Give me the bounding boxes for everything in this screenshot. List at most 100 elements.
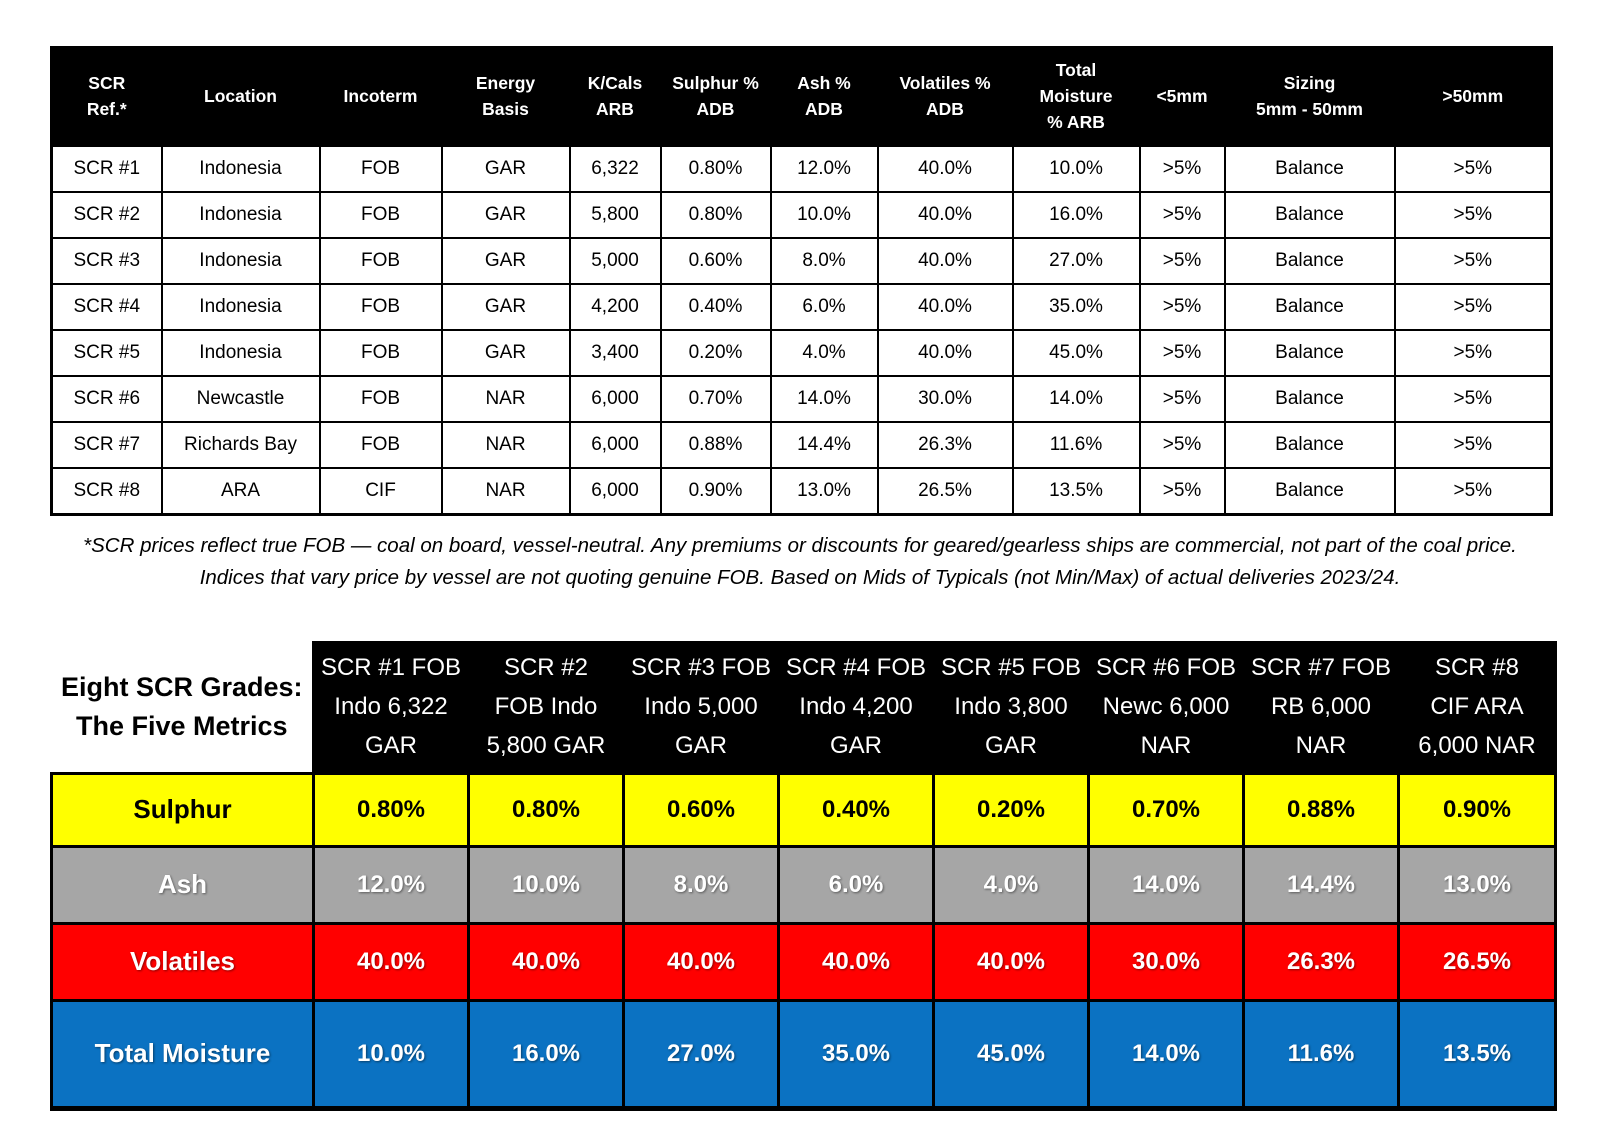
metrics-table: Eight SCR Grades: The Five Metrics SCR #… bbox=[50, 640, 1557, 1111]
spec-table-cell: 0.80% bbox=[659, 145, 772, 193]
metric-value-cell: 14.4% bbox=[1242, 844, 1400, 925]
spec-table-cell: 6,000 bbox=[568, 467, 662, 516]
metrics-grade-header-cell: SCR #5 FOB Indo 3,800 GAR bbox=[932, 640, 1090, 775]
metrics-grade-header-cell: SCR #4 FOB Indo 4,200 GAR bbox=[777, 640, 935, 775]
spec-table-header-cell: Incoterm bbox=[318, 46, 443, 147]
metric-value-cell: 0.80% bbox=[467, 771, 625, 848]
spec-table-cell: Indonesia bbox=[160, 191, 321, 239]
spec-table-cell: 26.5% bbox=[876, 467, 1014, 516]
spec-table-cell: 0.90% bbox=[659, 467, 772, 516]
spec-table-row: SCR #1 Indonesia FOB GAR 6,322 0.80% 12.0% 40.0… bbox=[50, 145, 1553, 193]
metric-value-cell: 40.0% bbox=[312, 921, 470, 1002]
metric-value-cell: 35.0% bbox=[777, 998, 935, 1111]
spec-table-header-cell: Energy Basis bbox=[440, 46, 571, 147]
spec-table-cell: 13.5% bbox=[1011, 467, 1141, 516]
metric-value-cell: 13.0% bbox=[1397, 844, 1557, 925]
metric-label: Volatiles bbox=[50, 921, 315, 1002]
spec-table-header-cell: Volatiles % ADB bbox=[876, 46, 1014, 147]
spec-table-cell: 4.0% bbox=[769, 329, 879, 377]
spec-table-cell: NAR bbox=[440, 421, 571, 469]
metrics-row: Total Moisture 10.0% 16.0% 27.0% 35.0% 45.0% 1… bbox=[50, 998, 1557, 1111]
spec-table-cell: >5% bbox=[1393, 283, 1553, 331]
spec-table-cell: 0.20% bbox=[659, 329, 772, 377]
metrics-grade-header-cell: SCR #1 FOB Indo 6,322 GAR bbox=[312, 640, 470, 775]
spec-table-cell: SCR #4 bbox=[50, 283, 163, 331]
spec-table-cell: Balance bbox=[1223, 421, 1396, 469]
spec-table-header-cell: SCR Ref.* bbox=[50, 46, 163, 147]
metric-value-cell: 40.0% bbox=[932, 921, 1090, 1002]
spec-table-cell: >5% bbox=[1393, 191, 1553, 239]
spec-table-cell: 0.40% bbox=[659, 283, 772, 331]
metrics-table-header-row: Eight SCR Grades: The Five Metrics SCR #… bbox=[51, 640, 1557, 775]
metric-value-cell: 13.5% bbox=[1397, 998, 1557, 1111]
spec-table-cell: GAR bbox=[440, 145, 571, 193]
metric-value-cell: 27.0% bbox=[622, 998, 780, 1111]
spec-table-cell: GAR bbox=[440, 329, 571, 377]
spec-table-row: SCR #7 Richards Bay FOB NAR 6,000 0.88% 14.4% 2… bbox=[50, 421, 1553, 469]
spec-table-cell: Balance bbox=[1223, 329, 1396, 377]
spec-table-cell: 30.0% bbox=[876, 375, 1014, 423]
spec-table-cell: >5% bbox=[1393, 237, 1553, 285]
footnote: *SCR prices reflect true FOB — coal on b… bbox=[50, 530, 1550, 595]
spec-table-cell: 26.3% bbox=[876, 421, 1014, 469]
spec-table-cell: Indonesia bbox=[160, 283, 321, 331]
spec-table-header-cell: Ash % ADB bbox=[769, 46, 879, 147]
spec-table-cell: 5,000 bbox=[568, 237, 662, 285]
spec-table-row: SCR #5 Indonesia FOB GAR 3,400 0.20% 4.0% 40.0%… bbox=[50, 329, 1553, 377]
metric-value-cell: 8.0% bbox=[622, 844, 780, 925]
metric-value-cell: 10.0% bbox=[312, 998, 470, 1111]
spec-table-cell: >5% bbox=[1138, 375, 1226, 423]
spec-table-cell: 14.0% bbox=[1011, 375, 1141, 423]
spec-table-cell: FOB bbox=[318, 145, 443, 193]
spec-table-header-cell: >50mm bbox=[1393, 46, 1553, 147]
spec-table-cell: 8.0% bbox=[769, 237, 879, 285]
footnote-line-2: Indices that vary price by vessel are no… bbox=[199, 566, 1401, 590]
spec-table-cell: 10.0% bbox=[1011, 145, 1141, 193]
spec-table-cell: SCR #8 bbox=[50, 467, 163, 516]
spec-table-header-row: SCR Ref.* Location Incoterm Energy Basis K/C… bbox=[50, 46, 1553, 147]
spec-table-row: SCR #4 Indonesia FOB GAR 4,200 0.40% 6.0% 40.0%… bbox=[50, 283, 1553, 331]
spec-table-cell: >5% bbox=[1393, 375, 1553, 423]
scr-spec-table: SCR Ref.* Location Incoterm Energy Basis K/C… bbox=[50, 46, 1553, 516]
spec-table-cell: 45.0% bbox=[1011, 329, 1141, 377]
metric-value-cell: 16.0% bbox=[467, 998, 625, 1111]
spec-table-cell: FOB bbox=[318, 191, 443, 239]
spec-table-cell: 5,800 bbox=[568, 191, 662, 239]
spec-table-cell: FOB bbox=[318, 283, 443, 331]
spec-table-cell: >5% bbox=[1393, 329, 1553, 377]
spec-table-header-cell: K/Cals ARB bbox=[568, 46, 662, 147]
spec-table-header-cell: Sulphur % ADB bbox=[659, 46, 772, 147]
metric-value-cell: 6.0% bbox=[777, 844, 935, 925]
spec-table-cell: 11.6% bbox=[1011, 421, 1141, 469]
metric-value-cell: 45.0% bbox=[932, 998, 1090, 1111]
spec-table-cell: Indonesia bbox=[160, 329, 321, 377]
spec-table-cell: CIF bbox=[318, 467, 443, 516]
spec-table-cell: SCR #3 bbox=[50, 237, 163, 285]
spec-table-cell: GAR bbox=[440, 283, 571, 331]
spec-table-row: SCR #6 Newcastle FOB NAR 6,000 0.70% 14.0% 30.0… bbox=[50, 375, 1553, 423]
spec-table-cell: 40.0% bbox=[876, 329, 1014, 377]
spec-table-cell: Balance bbox=[1223, 237, 1396, 285]
spec-table-cell: GAR bbox=[440, 237, 571, 285]
metric-value-cell: 0.90% bbox=[1397, 771, 1557, 848]
spec-table-cell: >5% bbox=[1138, 329, 1226, 377]
metrics-grade-header-cell: SCR #3 FOB Indo 5,000 GAR bbox=[622, 640, 780, 775]
metric-value-cell: 30.0% bbox=[1087, 921, 1245, 1002]
spec-table-cell: >5% bbox=[1138, 467, 1226, 516]
metric-value-cell: 40.0% bbox=[622, 921, 780, 1002]
spec-table-cell: >5% bbox=[1138, 145, 1226, 193]
spec-table-cell: GAR bbox=[440, 191, 571, 239]
spec-table-cell: 40.0% bbox=[876, 191, 1014, 239]
spec-table-cell: Balance bbox=[1223, 191, 1396, 239]
metrics-grade-header-cell: SCR #7 FOB RB 6,000 NAR bbox=[1242, 640, 1400, 775]
spec-table-cell: SCR #5 bbox=[50, 329, 163, 377]
metric-value-cell: 14.0% bbox=[1087, 844, 1245, 925]
spec-table-cell: >5% bbox=[1393, 145, 1553, 193]
spec-table-cell: Balance bbox=[1223, 145, 1396, 193]
spec-table-cell: >5% bbox=[1138, 191, 1226, 239]
metric-value-cell: 11.6% bbox=[1242, 998, 1400, 1111]
spec-table-cell: 6,000 bbox=[568, 375, 662, 423]
spec-table-cell: 16.0% bbox=[1011, 191, 1141, 239]
metric-value-cell: 0.40% bbox=[777, 771, 935, 848]
